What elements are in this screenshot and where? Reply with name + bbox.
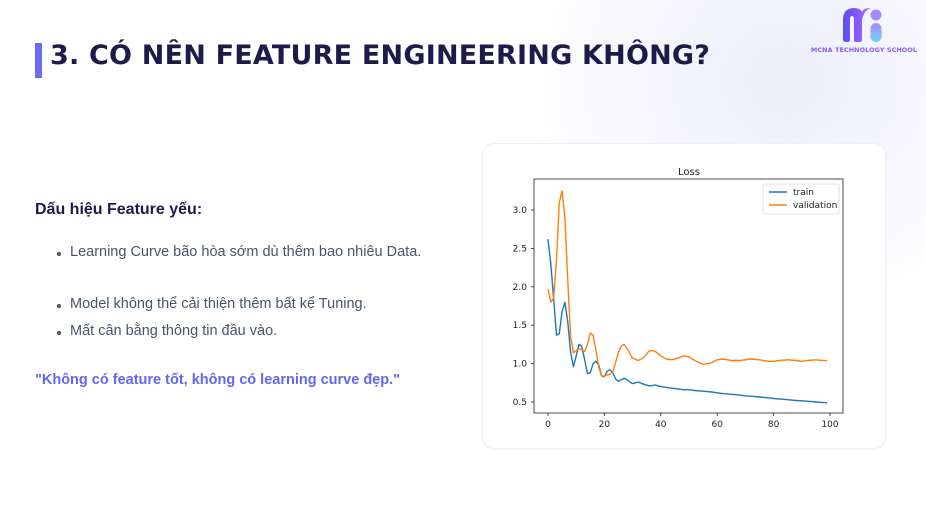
x-tick-label: 100 [821, 420, 838, 430]
y-tick-label: 2.0 [513, 283, 528, 293]
section-heading: Dấu hiệu Feature yếu: [35, 201, 203, 218]
logo-text: MCNA TECHNOLOGY SCHOOL [810, 46, 918, 54]
mcna-logo-icon [843, 8, 882, 42]
mcna-logo: MCNA TECHNOLOGY SCHOOL [806, 6, 917, 54]
bullet-item: Mất cân bằng thông tin đầu vào. [57, 323, 277, 339]
y-tick-label: 3.0 [513, 206, 528, 216]
y-tick-label: 1.5 [513, 321, 527, 331]
title-accent-bar [35, 43, 42, 78]
legend-train-label: train [793, 188, 814, 198]
plot-frame [533, 178, 844, 414]
x-tick-label: 80 [768, 420, 780, 430]
x-tick-label: 40 [655, 420, 667, 430]
loss-chart: Loss 0.5 1.0 1.5 2.0 2.5 3.0 0 20 40 60 80 100 tra… [513, 167, 844, 430]
y-tick-label: 2.5 [513, 244, 527, 254]
legend-validation-label: validation [793, 201, 837, 211]
bullet-item: Model không thể cải thiện thêm bất kể Tu… [57, 296, 367, 312]
x-tick-label: 20 [599, 420, 611, 430]
chart-title: Loss [678, 167, 700, 178]
quote-text: "Không có feature tốt, không có learning… [35, 372, 401, 388]
x-tick-label: 0 [545, 420, 551, 430]
page-title: 3. CÓ NÊN FEATURE ENGINEERING KHÔNG? [50, 40, 711, 71]
x-axis: 0 20 40 60 80 100 [545, 413, 839, 430]
y-tick-label: 1.0 [513, 360, 528, 370]
chart-legend: train validation [762, 183, 840, 215]
train-line [547, 239, 828, 404]
bullet-item: Learning Curve bão hòa sớm dù thêm bao n… [57, 244, 421, 260]
validation-line [547, 190, 828, 377]
y-axis: 0.5 1.0 1.5 2.0 2.5 3.0 [513, 206, 534, 408]
loss-chart-card: Loss 0.5 1.0 1.5 2.0 2.5 3.0 0 20 40 60 80 100 tra… [482, 143, 886, 449]
x-tick-label: 60 [711, 420, 723, 430]
chart-lines [547, 190, 828, 404]
y-tick-label: 0.5 [513, 398, 527, 408]
